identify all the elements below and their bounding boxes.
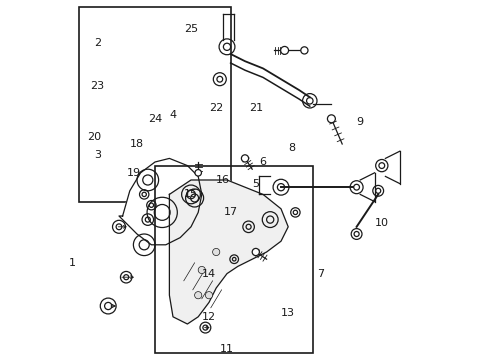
- Text: 4: 4: [170, 110, 176, 120]
- Text: 1: 1: [69, 258, 75, 268]
- Circle shape: [195, 292, 202, 299]
- Circle shape: [213, 248, 220, 256]
- Text: 2: 2: [94, 38, 101, 48]
- Text: 24: 24: [148, 114, 162, 124]
- Circle shape: [205, 292, 213, 299]
- Text: 17: 17: [223, 207, 238, 217]
- Circle shape: [195, 170, 201, 176]
- Text: 5: 5: [252, 179, 259, 189]
- Polygon shape: [119, 158, 202, 245]
- Text: 25: 25: [184, 24, 198, 34]
- Text: 18: 18: [130, 139, 144, 149]
- Polygon shape: [170, 180, 288, 324]
- Text: 16: 16: [216, 175, 230, 185]
- Text: 8: 8: [288, 143, 295, 153]
- Text: 7: 7: [317, 269, 324, 279]
- Bar: [155, 166, 314, 353]
- Circle shape: [198, 266, 205, 274]
- Text: 9: 9: [357, 117, 364, 127]
- Circle shape: [301, 47, 308, 54]
- Circle shape: [281, 46, 289, 54]
- Text: 19: 19: [126, 168, 141, 178]
- Text: 15: 15: [184, 189, 198, 199]
- Text: 20: 20: [87, 132, 101, 142]
- Circle shape: [252, 248, 259, 256]
- Text: 13: 13: [281, 308, 295, 318]
- Text: 14: 14: [202, 269, 216, 279]
- Text: 11: 11: [220, 344, 234, 354]
- Text: 6: 6: [259, 157, 267, 167]
- Circle shape: [327, 115, 335, 123]
- Text: 12: 12: [202, 312, 216, 322]
- Text: 22: 22: [209, 103, 223, 113]
- Text: 10: 10: [375, 218, 389, 228]
- Bar: [79, 7, 231, 202]
- Text: 3: 3: [94, 150, 101, 160]
- Text: 23: 23: [91, 81, 104, 91]
- Circle shape: [242, 155, 248, 162]
- Text: 21: 21: [249, 103, 263, 113]
